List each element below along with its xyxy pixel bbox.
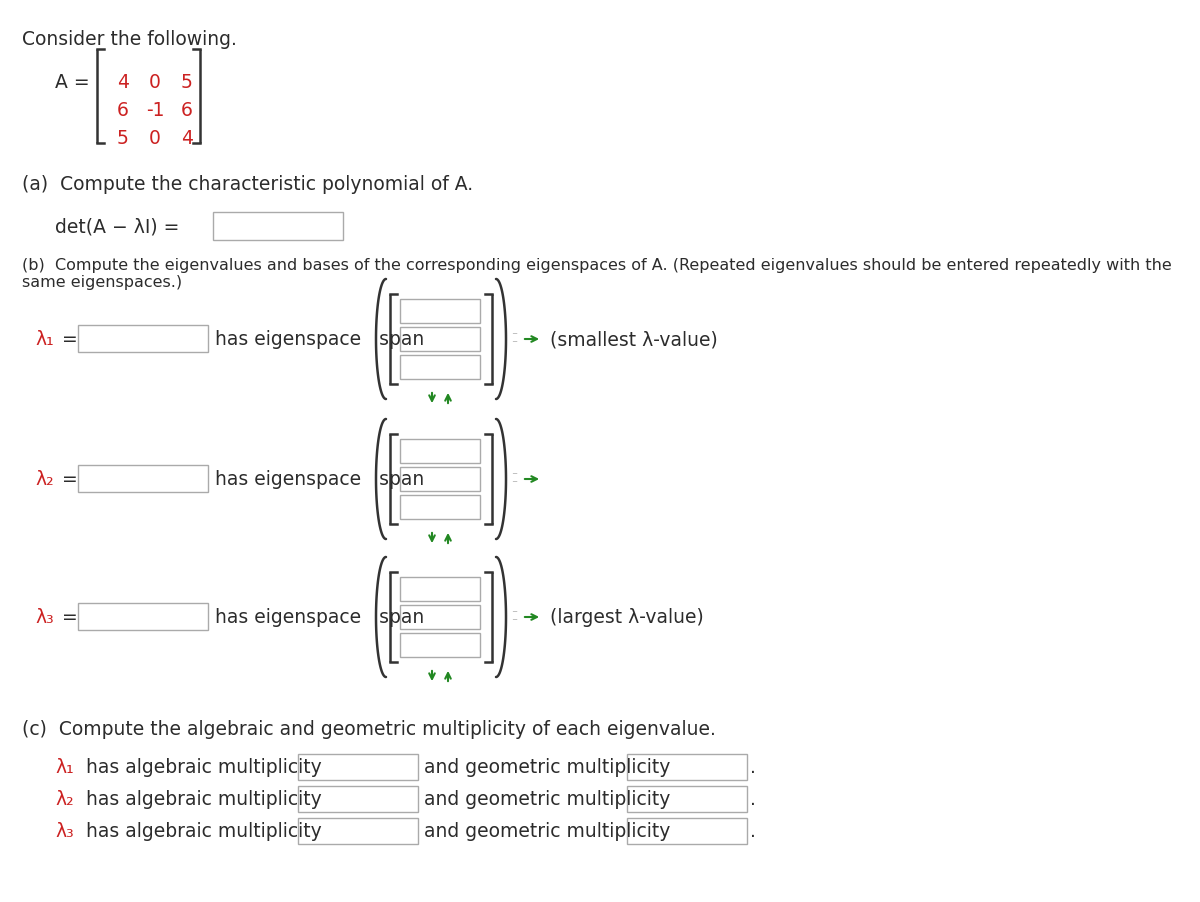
- Text: 5: 5: [118, 129, 128, 148]
- Bar: [400, 327, 480, 352]
- Bar: [400, 605, 480, 630]
- Text: λ₁: λ₁: [55, 758, 73, 777]
- Text: 4: 4: [181, 129, 193, 148]
- Text: (smallest λ-value): (smallest λ-value): [550, 330, 718, 349]
- Text: ─: ─: [512, 338, 516, 345]
- Text: .: .: [750, 758, 756, 777]
- Text: has algebraic multiplicity: has algebraic multiplicity: [80, 789, 322, 808]
- Text: λ₂: λ₂: [55, 789, 73, 808]
- Text: ─: ─: [512, 616, 516, 622]
- Text: 6: 6: [181, 101, 193, 120]
- Bar: [298, 754, 418, 780]
- Text: (c)  Compute the algebraic and geometric multiplicity of each eigenvalue.: (c) Compute the algebraic and geometric …: [22, 719, 716, 738]
- Bar: [298, 787, 418, 812]
- Bar: [400, 495, 480, 520]
- Bar: [400, 577, 480, 602]
- Text: det(A − λI) =: det(A − λI) =: [55, 217, 179, 236]
- Text: has eigenspace   span: has eigenspace span: [215, 330, 425, 349]
- Text: (b)  Compute the eigenvalues and bases of the corresponding eigenspaces of A. (R: (b) Compute the eigenvalues and bases of…: [22, 258, 1171, 290]
- Text: =: =: [62, 330, 78, 349]
- Text: 0: 0: [149, 129, 161, 148]
- Text: =: =: [62, 470, 78, 489]
- Bar: [628, 818, 746, 844]
- Bar: [78, 603, 208, 630]
- Text: λ₃: λ₃: [35, 608, 54, 627]
- Text: and geometric multiplicity: and geometric multiplicity: [424, 822, 671, 841]
- Text: has algebraic multiplicity: has algebraic multiplicity: [80, 822, 322, 841]
- Bar: [78, 326, 208, 353]
- Text: Consider the following.: Consider the following.: [22, 30, 236, 49]
- Text: (a)  Compute the characteristic polynomial of A.: (a) Compute the characteristic polynomia…: [22, 175, 473, 194]
- Text: ─: ─: [512, 331, 516, 336]
- Text: and geometric multiplicity: and geometric multiplicity: [424, 789, 671, 808]
- Text: and geometric multiplicity: and geometric multiplicity: [424, 758, 671, 777]
- Text: 6: 6: [118, 101, 128, 120]
- Text: λ₃: λ₃: [55, 822, 73, 841]
- Bar: [400, 633, 480, 658]
- Bar: [400, 467, 480, 492]
- Text: .: .: [750, 822, 756, 841]
- Text: has algebraic multiplicity: has algebraic multiplicity: [80, 758, 322, 777]
- Bar: [400, 439, 480, 464]
- Text: λ₂: λ₂: [35, 470, 54, 489]
- Text: (largest λ-value): (largest λ-value): [550, 608, 703, 627]
- Bar: [298, 818, 418, 844]
- Text: -1: -1: [145, 101, 164, 120]
- Text: ─: ─: [512, 608, 516, 614]
- Text: 4: 4: [118, 73, 130, 92]
- Text: ─: ─: [512, 471, 516, 476]
- Text: A =: A =: [55, 73, 90, 92]
- Bar: [628, 787, 746, 812]
- Bar: [78, 465, 208, 492]
- Text: has eigenspace   span: has eigenspace span: [215, 470, 425, 489]
- Bar: [628, 754, 746, 780]
- Text: 5: 5: [181, 73, 193, 92]
- Text: ─: ─: [512, 478, 516, 484]
- Bar: [400, 355, 480, 380]
- Bar: [400, 299, 480, 324]
- Text: =: =: [62, 608, 78, 627]
- Text: has eigenspace   span: has eigenspace span: [215, 608, 425, 627]
- Bar: [214, 213, 343, 241]
- Text: λ₁: λ₁: [35, 330, 54, 349]
- Text: .: .: [750, 789, 756, 808]
- Text: 0: 0: [149, 73, 161, 92]
